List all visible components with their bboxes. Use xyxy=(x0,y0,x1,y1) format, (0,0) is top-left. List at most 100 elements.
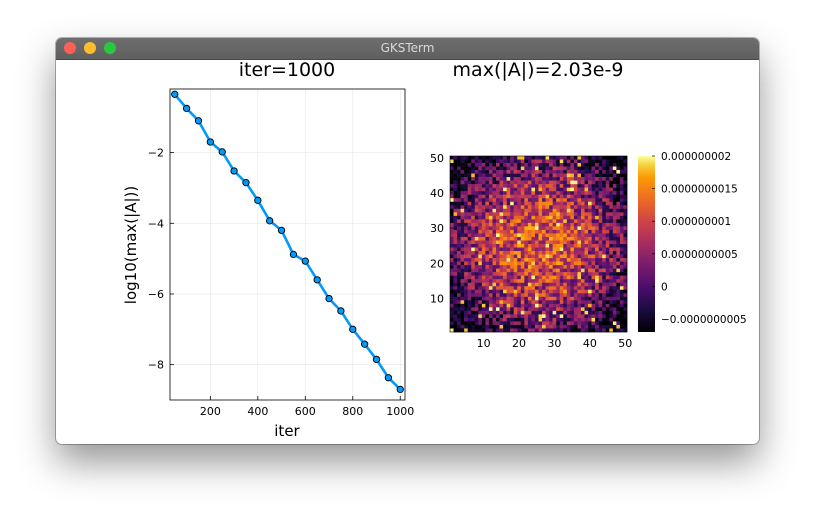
heatmap-cell xyxy=(464,310,468,315)
heatmap-cell xyxy=(457,187,461,192)
heatmap-cell xyxy=(602,300,607,305)
heatmap-cell xyxy=(559,303,564,308)
heatmap-cell xyxy=(623,293,628,298)
minimize-button[interactable] xyxy=(84,42,96,54)
heatmap-cell xyxy=(570,233,575,238)
heatmap-cell xyxy=(588,261,592,266)
heatmap-cell xyxy=(542,254,546,259)
heatmap-cell xyxy=(619,194,624,199)
heatmap-cell xyxy=(510,296,514,301)
heatmap-cell xyxy=(481,251,486,255)
close-button[interactable] xyxy=(64,42,76,54)
heatmap-cell xyxy=(602,215,607,220)
heatmap-cell xyxy=(460,307,465,312)
heatmap-cell xyxy=(549,205,553,210)
heatmap-cell xyxy=(534,208,539,213)
heatmap-cell xyxy=(598,177,603,181)
heatmap-cell xyxy=(619,215,624,220)
heatmap-cell xyxy=(496,254,500,259)
y-tick-label: −2 xyxy=(148,147,164,160)
heatmap-cell xyxy=(609,156,614,160)
heatmap-cell xyxy=(549,244,553,248)
heatmap-cell xyxy=(496,307,500,312)
heatmap-cell xyxy=(559,159,564,164)
heatmap-cell xyxy=(549,201,553,206)
heatmap-cell xyxy=(623,156,628,160)
heatmap-cell xyxy=(453,166,458,171)
heatmap-cell xyxy=(464,222,468,227)
heatmap-cell xyxy=(623,177,628,181)
heatmap-cell xyxy=(510,163,514,167)
heatmap-cell xyxy=(549,233,553,238)
heatmap-cell xyxy=(471,226,476,231)
heatmap-cell xyxy=(588,314,592,319)
heatmap-cell xyxy=(478,289,483,294)
heatmap-cell xyxy=(566,244,571,248)
heatmap-cell xyxy=(552,279,557,283)
heatmap-cell xyxy=(506,282,511,287)
data-point xyxy=(384,374,393,382)
heatmap-cell xyxy=(552,307,557,312)
heatmap-cell xyxy=(517,247,522,252)
heatmap-cell xyxy=(591,279,596,283)
heatmap-cell xyxy=(457,258,461,262)
heatmap-cell xyxy=(573,328,578,333)
heatmap-cell xyxy=(605,254,610,259)
heatmap-cell xyxy=(450,254,454,259)
heatmap-cell xyxy=(595,236,599,241)
heatmap-cell xyxy=(595,272,599,276)
heatmap-cell xyxy=(552,184,557,188)
heatmap-cell xyxy=(619,321,624,326)
heatmap-cell xyxy=(496,166,500,171)
heatmap-cell xyxy=(478,258,483,262)
heatmap-cell xyxy=(623,194,628,199)
title-bar[interactable]: GKSTerm xyxy=(56,38,759,60)
heatmap-cell xyxy=(545,215,550,220)
heatmap-cell xyxy=(531,289,536,294)
heatmap-cell xyxy=(467,205,472,210)
heatmap-cell xyxy=(499,194,504,199)
heatmap-cell xyxy=(488,180,493,185)
heatmap-cell xyxy=(485,317,490,322)
heatmap-cell xyxy=(488,159,493,164)
heatmap-cell xyxy=(591,303,596,308)
heatmap-cell xyxy=(457,173,461,178)
heatmap-cell xyxy=(457,166,461,171)
heatmap-cell xyxy=(527,159,532,164)
heatmap-cell xyxy=(531,251,536,255)
heatmap-cell xyxy=(602,244,607,248)
heatmap-cell xyxy=(549,258,553,262)
heatmap-cell xyxy=(478,279,483,283)
heatmap-cell xyxy=(542,328,546,333)
heatmap-cell xyxy=(570,244,575,248)
heatmap-cell xyxy=(471,324,476,329)
heatmap-cell xyxy=(577,173,582,178)
heatmap-cell xyxy=(580,194,585,199)
heatmap-cell xyxy=(457,293,461,298)
heatmap-cell xyxy=(499,205,504,210)
heatmap-cell xyxy=(471,212,476,217)
heatmap-cell xyxy=(577,314,582,319)
heatmap-cell xyxy=(453,321,458,326)
heatmap-cell xyxy=(510,289,514,294)
heatmap-cell xyxy=(467,156,472,160)
heatmap-cell xyxy=(531,226,536,231)
heatmap-cell xyxy=(506,268,511,273)
heatmap-cell xyxy=(531,194,536,199)
heatmap-cell xyxy=(481,265,486,269)
heatmap-cell xyxy=(464,300,468,305)
heatmap-cell xyxy=(481,215,486,220)
heatmap-cell xyxy=(496,275,500,280)
heatmap-cell xyxy=(595,286,599,291)
heatmap-cell xyxy=(520,286,525,291)
heatmap-cell xyxy=(457,163,461,167)
heatmap-cell xyxy=(609,215,614,220)
heatmap-cell xyxy=(577,166,582,171)
heatmap-cell xyxy=(534,170,539,174)
heatmap-cell xyxy=(542,279,546,283)
heatmap-cell xyxy=(492,159,497,164)
y-tick-label: −6 xyxy=(148,288,164,301)
zoom-button[interactable] xyxy=(104,42,116,54)
heatmap-cell xyxy=(527,184,532,188)
heatmap-cell xyxy=(580,173,585,178)
